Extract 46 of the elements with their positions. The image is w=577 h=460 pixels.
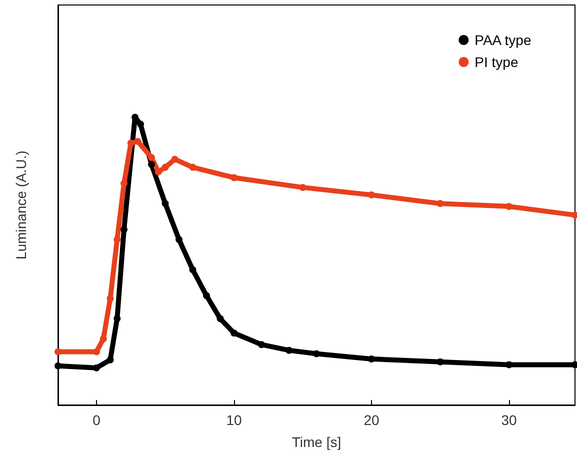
legend-label: PI type: [474, 54, 518, 70]
point: [106, 295, 114, 302]
point: [506, 202, 512, 210]
y-axis-title: Luminance (A.U.): [13, 150, 29, 260]
point: [436, 200, 444, 208]
point: [137, 120, 144, 128]
point: [148, 160, 155, 168]
point: [127, 140, 134, 147]
x-tick-label: 20: [364, 412, 380, 428]
point: [93, 348, 100, 356]
point: [120, 226, 128, 233]
point: [162, 200, 169, 208]
point: [189, 164, 196, 171]
point: [54, 362, 62, 370]
point: [216, 315, 224, 322]
point: [203, 292, 210, 300]
point: [368, 355, 375, 362]
x-tick-label: 0: [92, 412, 101, 428]
point: [572, 361, 577, 368]
point: [120, 180, 128, 187]
point: [114, 236, 121, 244]
point: [114, 315, 121, 322]
point: [93, 364, 100, 372]
x-axis-title: Time [s]: [292, 434, 342, 450]
point: [176, 236, 182, 244]
point: [230, 330, 238, 337]
legend-label: PAA type: [474, 32, 532, 48]
point: [313, 350, 320, 358]
x-tick-label: 30: [501, 412, 517, 428]
point: [299, 184, 306, 191]
point: [258, 341, 265, 348]
point: [506, 361, 512, 368]
point: [106, 356, 114, 364]
point: [171, 156, 178, 163]
point: [134, 138, 142, 145]
point: [189, 266, 196, 274]
x-tick-label: 10: [226, 412, 242, 428]
point: [230, 174, 238, 182]
point: [162, 164, 169, 171]
point: [54, 348, 62, 356]
point: [132, 114, 138, 121]
point: [368, 191, 375, 198]
point: [148, 154, 155, 162]
point: [436, 358, 444, 366]
point: [100, 335, 107, 342]
point: [286, 346, 292, 354]
